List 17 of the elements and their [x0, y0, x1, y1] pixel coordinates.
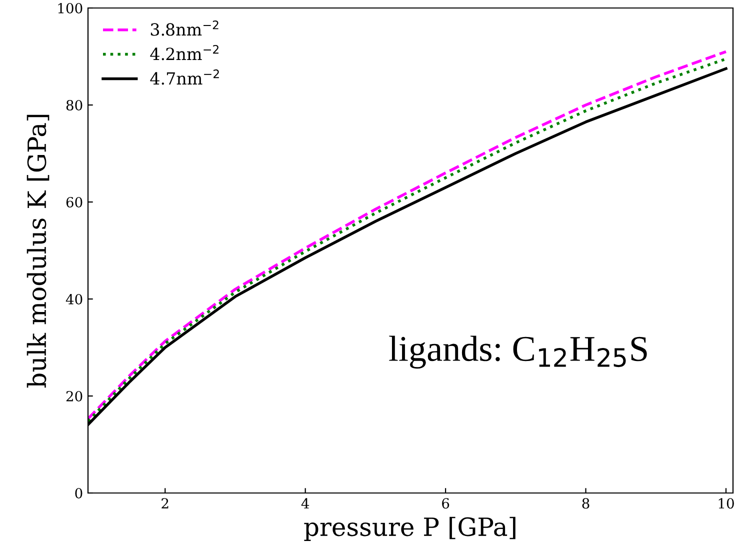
y-tick-label: 60 — [66, 196, 82, 208]
legend-label: 4.2nm$^{−2}$ — [150, 44, 218, 60]
annotation: ligands: C$_{12}$H$_{25}$S — [389, 336, 647, 369]
y-tick-label: 40 — [66, 294, 82, 304]
y-tick-label: 100 — [58, 2, 82, 14]
x-axis-title: pressure P [GPa] — [304, 516, 516, 542]
y-tick-label: 80 — [66, 100, 82, 110]
x-tick-label: 8 — [582, 498, 590, 509]
y-tick-label: 20 — [66, 390, 82, 402]
x-tick-label: 6 — [442, 498, 450, 509]
x-tick-label: 2 — [162, 498, 168, 508]
legend-label: 4.7nm$^{−2}$ — [150, 69, 219, 85]
legend-label: 3.8nm$^{−2}$ — [150, 20, 218, 36]
y-tick-label: 0 — [75, 488, 82, 498]
y-axis-title: bulk modulus K [GPa] — [26, 114, 50, 388]
x-tick-label: 10 — [718, 498, 734, 509]
x-tick-label: 4 — [301, 498, 310, 508]
